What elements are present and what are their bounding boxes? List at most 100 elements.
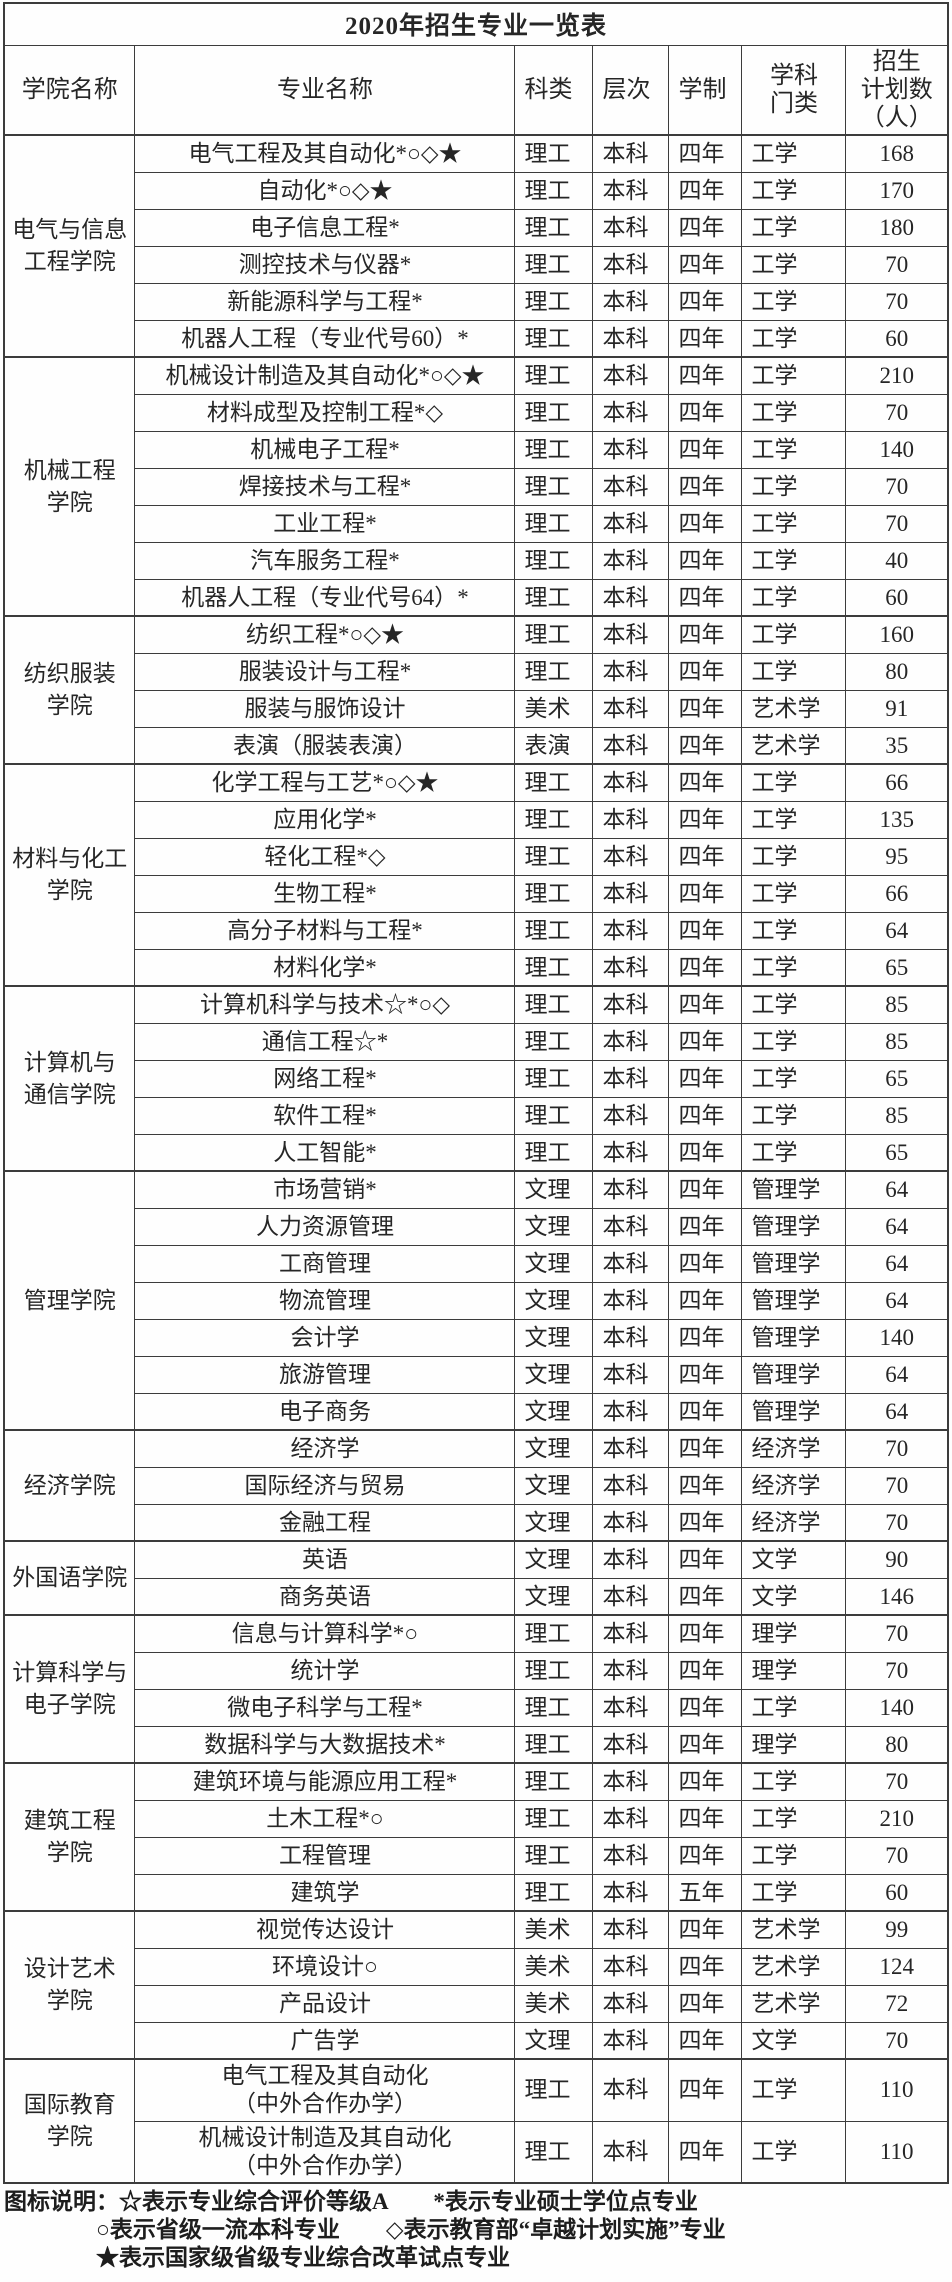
category-cell: 理工	[514, 171, 594, 210]
plan-cell: 66	[845, 763, 949, 802]
table-row: 人工智能* 理工 本科 四年 工学 65	[4, 1133, 949, 1172]
major-cell: 环境设计○	[134, 1947, 516, 1986]
level-cell: 本科	[592, 1466, 670, 1505]
category-cell: 文理	[514, 1577, 594, 1616]
table-row: 机械设计制造及其自动化 （中外合作办学） 理工 本科 四年 工学 110	[4, 2120, 949, 2184]
major-cell: 焊接技术与工程*	[134, 467, 516, 506]
plan-cell: 60	[845, 578, 949, 617]
plan-cell: 66	[845, 874, 949, 913]
duration-cell: 四年	[668, 134, 743, 173]
plan-cell: 70	[845, 1762, 949, 1801]
duration-cell: 四年	[668, 1096, 743, 1135]
duration-cell: 四年	[668, 1133, 743, 1172]
category-cell: 文理	[514, 1540, 594, 1579]
table-row: 应用化学* 理工 本科 四年 工学 135	[4, 800, 949, 839]
column-header-major: 专业名称	[134, 44, 516, 136]
plan-cell: 64	[845, 1281, 949, 1320]
plan-cell: 65	[845, 1059, 949, 1098]
category-cell: 理工	[514, 504, 594, 543]
category-cell: 文理	[514, 1170, 594, 1209]
level-cell: 本科	[592, 763, 670, 802]
plan-cell: 135	[845, 800, 949, 839]
table-body: 电气与信息 工程学院 电气工程及其自动化*○◇★ 理工 本科 四年 工学 168 自动化*○◇…	[3, 134, 949, 2184]
duration-cell: 四年	[668, 1910, 743, 1949]
discipline-cell: 工学	[741, 2058, 847, 2122]
level-cell: 本科	[592, 2021, 670, 2060]
table-row: 数据科学与大数据技术* 理工 本科 四年 理学 80	[4, 1725, 949, 1764]
level-cell: 本科	[592, 541, 670, 580]
category-cell: 理工	[514, 1725, 594, 1764]
duration-cell: 四年	[668, 1799, 743, 1838]
column-header-college: 学院名称	[3, 44, 136, 136]
category-cell: 理工	[514, 467, 594, 506]
category-cell: 文理	[514, 1503, 594, 1542]
category-cell: 文理	[514, 1392, 594, 1431]
major-cell: 测控技术与仪器*	[134, 245, 516, 284]
discipline-cell: 理学	[741, 1725, 847, 1764]
plan-cell: 70	[845, 1651, 949, 1690]
major-cell: 工商管理	[134, 1244, 516, 1283]
duration-cell: 四年	[668, 1281, 743, 1320]
column-header-level: 层次	[592, 44, 670, 136]
plan-cell: 140	[845, 1688, 949, 1727]
discipline-cell: 工学	[741, 1133, 847, 1172]
category-cell: 文理	[514, 1429, 594, 1468]
major-cell: 电子信息工程*	[134, 208, 516, 247]
college-name-cell: 设计艺术 学院	[3, 1910, 136, 2060]
major-cell: 轻化工程*◇	[134, 837, 516, 876]
table-row: 表演（服装表演） 表演 本科 四年 艺术学 35	[4, 726, 949, 765]
table-row: 国际教育 学院 电气工程及其自动化 （中外合作办学） 理工 本科 四年 工学 110	[3, 2058, 949, 2184]
major-cell: 信息与计算科学*○	[134, 1614, 516, 1653]
table-row: 金融工程 文理 本科 四年 经济学 70	[4, 1503, 949, 1542]
duration-cell: 四年	[668, 1022, 743, 1061]
plan-cell: 64	[845, 1244, 949, 1283]
duration-cell: 四年	[668, 1503, 743, 1542]
plan-cell: 70	[845, 282, 949, 321]
level-cell: 本科	[592, 1318, 670, 1357]
plan-cell: 64	[845, 1355, 949, 1394]
plan-cell: 160	[845, 615, 949, 654]
level-cell: 本科	[592, 615, 670, 654]
table-row: 会计学 文理 本科 四年 管理学 140	[4, 1318, 949, 1357]
plan-cell: 35	[845, 726, 949, 765]
major-cell: 材料成型及控制工程*◇	[134, 393, 516, 432]
plan-cell: 70	[845, 1466, 949, 1505]
table-row: 旅游管理 文理 本科 四年 管理学 64	[4, 1355, 949, 1394]
duration-cell: 四年	[668, 1059, 743, 1098]
category-cell: 理工	[514, 430, 594, 469]
category-cell: 理工	[514, 1096, 594, 1135]
duration-cell: 四年	[668, 1762, 743, 1801]
major-cell: 旅游管理	[134, 1355, 516, 1394]
discipline-cell: 工学	[741, 911, 847, 950]
major-cell: 人力资源管理	[134, 1207, 516, 1246]
level-cell: 本科	[592, 837, 670, 876]
category-cell: 理工	[514, 1873, 594, 1912]
table-row: 通信工程☆* 理工 本科 四年 工学 85	[4, 1022, 949, 1061]
category-cell: 理工	[514, 2120, 594, 2184]
duration-cell: 四年	[668, 393, 743, 432]
level-cell: 本科	[592, 282, 670, 321]
table-row: 产品设计 美术 本科 四年 艺术学 72	[4, 1984, 949, 2023]
table-row: 微电子科学与工程* 理工 本科 四年 工学 140	[4, 1688, 949, 1727]
table-row: 环境设计○ 美术 本科 四年 艺术学 124	[4, 1947, 949, 1986]
discipline-cell: 文学	[741, 1577, 847, 1616]
category-cell: 文理	[514, 1318, 594, 1357]
page-title: 2020年招生专业一览表	[3, 2, 949, 46]
major-cell: 电气工程及其自动化*○◇★	[134, 134, 516, 173]
level-cell: 本科	[592, 1281, 670, 1320]
legend-text: ○表示省级一流本科专业 ◇表示教育部“卓越计划实施”专业	[96, 2216, 726, 2242]
category-cell: 理工	[514, 541, 594, 580]
duration-cell: 四年	[668, 1318, 743, 1357]
category-cell: 理工	[514, 1688, 594, 1727]
college-name-cell: 机械工程 学院	[3, 356, 136, 617]
table-row: 软件工程* 理工 本科 四年 工学 85	[4, 1096, 949, 1135]
plan-cell: 70	[845, 1503, 949, 1542]
major-cell: 化学工程与工艺*○◇★	[134, 763, 516, 802]
plan-cell: 80	[845, 1725, 949, 1764]
level-cell: 本科	[592, 652, 670, 691]
major-cell: 市场营销*	[134, 1170, 516, 1209]
level-cell: 本科	[592, 1984, 670, 2023]
major-cell: 材料化学*	[134, 948, 516, 987]
discipline-cell: 艺术学	[741, 1984, 847, 2023]
discipline-cell: 工学	[741, 1022, 847, 1061]
